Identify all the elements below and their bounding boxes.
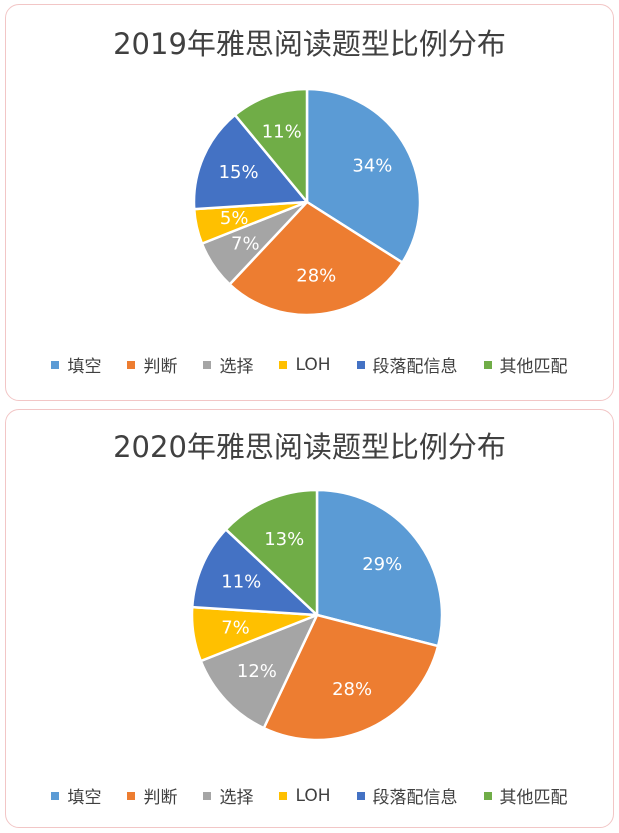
data-label: 29% <box>362 554 402 575</box>
data-label: 12% <box>237 661 277 682</box>
slice-other-match <box>224 488 319 617</box>
legend-label: 段落配信息 <box>372 357 458 377</box>
legend-label: LOH <box>295 785 331 806</box>
legend-item: 选择 <box>203 352 253 377</box>
legend-swatch <box>279 360 288 369</box>
legend-item: 判断 <box>127 783 177 808</box>
legend-item: 判断 <box>127 352 177 377</box>
slice-fill-blank <box>315 488 444 648</box>
legend-swatch <box>356 360 365 369</box>
legend-item: 其他匹配 <box>483 783 568 808</box>
data-label: 11% <box>221 572 261 593</box>
legend-swatch <box>127 791 136 800</box>
data-label: 7% <box>231 233 260 254</box>
legend-label: 其他匹配 <box>499 788 568 808</box>
legend-item: 段落配信息 <box>356 783 458 808</box>
data-label: 11% <box>262 121 302 142</box>
legend-item: 段落配信息 <box>356 352 458 377</box>
data-label: 34% <box>352 156 392 177</box>
chart-title: 2020年雅思阅读题型比例分布 <box>113 430 506 464</box>
legend-label: 填空 <box>67 357 102 377</box>
slice-multiple-choice <box>199 613 319 730</box>
legend-swatch <box>127 360 136 369</box>
slice-other-match <box>233 87 309 204</box>
chart-legend: 填空 判断 选择 LOH 段落配信息 其他匹配 <box>6 352 613 377</box>
legend-label: 判断 <box>143 788 178 808</box>
legend-item: LOH <box>279 352 331 377</box>
legend-item: LOH <box>279 783 331 808</box>
legend-swatch <box>279 791 288 800</box>
legend-swatch <box>51 360 60 369</box>
legend-swatch <box>51 791 60 800</box>
legend-swatch <box>203 360 212 369</box>
data-label: 13% <box>264 529 304 550</box>
legend-swatch <box>203 791 212 800</box>
pie-chart-2019: 34% 28% 7% 5% 15%11% <box>192 87 422 317</box>
chart-panel-2019: 2019年雅思阅读题型比例分布 34% 28% 7% 5% 15% 11% 填空 判断 选择 L… <box>5 4 614 401</box>
legend-swatch <box>483 360 492 369</box>
legend-item: 填空 <box>51 783 101 808</box>
slice-true-false <box>228 200 404 317</box>
data-label: 7% <box>221 617 250 638</box>
data-label: 28% <box>296 266 336 287</box>
legend-swatch <box>483 791 492 800</box>
slice-paragraph-match <box>191 528 319 617</box>
chart-legend: 填空 判断 选择 LOH 段落配信息 其他匹配 <box>6 783 613 808</box>
legend-swatch <box>356 791 365 800</box>
legend-label: LOH <box>295 354 331 375</box>
data-label: 5% <box>220 208 249 229</box>
legend-label: 选择 <box>219 788 254 808</box>
legend-label: 其他匹配 <box>499 357 568 377</box>
legend-item: 其他匹配 <box>483 352 568 377</box>
legend-label: 填空 <box>67 788 102 808</box>
data-label: 28% <box>332 679 372 700</box>
data-label: 15% <box>219 162 259 183</box>
legend-item: 选择 <box>203 783 253 808</box>
legend-label: 段落配信息 <box>372 788 458 808</box>
legend-label: 选择 <box>219 357 254 377</box>
slice-paragraph-match <box>192 113 309 211</box>
slice-true-false <box>262 613 440 742</box>
chart-title: 2019年雅思阅读题型比例分布 <box>113 27 506 61</box>
legend-item: 填空 <box>51 352 101 377</box>
chart-panel-2020: 2020年雅思阅读题型比例分布 29% 28% 12% 7% 11% 13% 填空 判断 选择… <box>5 409 614 828</box>
legend-label: 判断 <box>143 357 178 377</box>
pie-chart-2020: 29% 28% 12% 7% 11% 13% <box>190 488 444 742</box>
